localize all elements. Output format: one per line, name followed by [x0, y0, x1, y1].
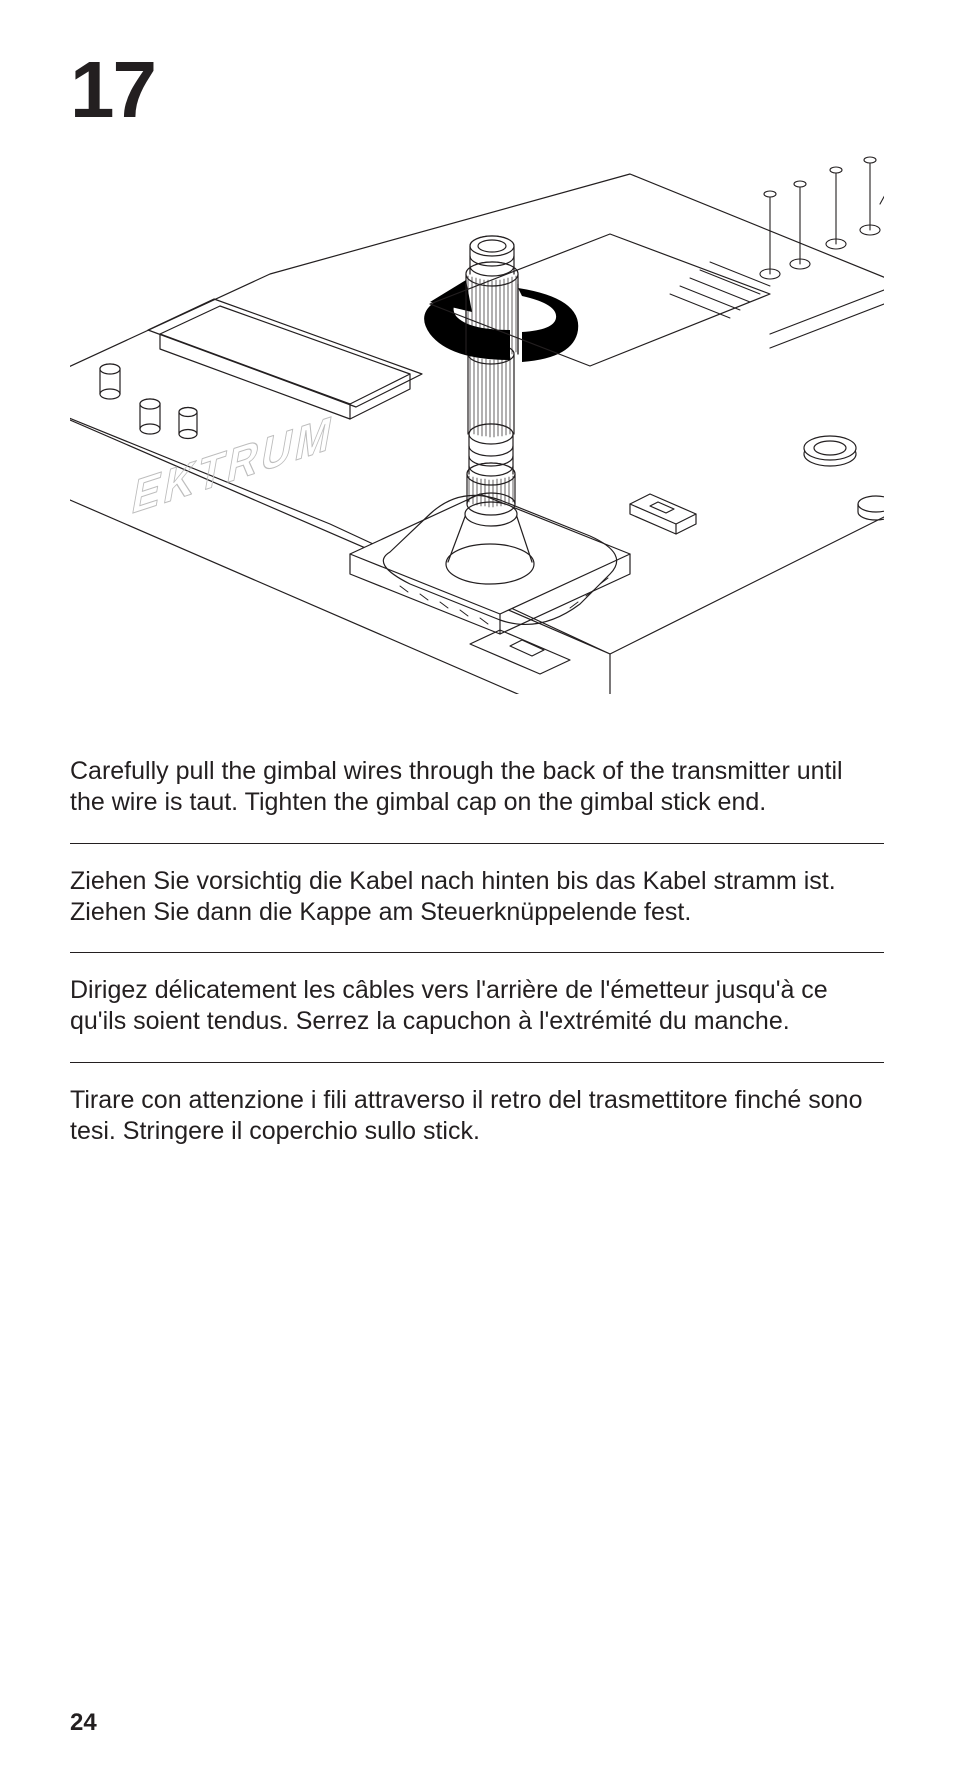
instruction-list: Carefully pull the gimbal wires through … — [70, 734, 884, 1171]
page-number: 24 — [70, 1709, 97, 1737]
manual-page: 17 — [0, 0, 954, 1777]
instruction-de: Ziehen Sie vorsichtig die Kabel nach hin… — [70, 844, 884, 954]
instruction-en: Carefully pull the gimbal wires through … — [70, 734, 884, 844]
instruction-fr: Dirigez délicatement les câbles vers l'a… — [70, 953, 884, 1063]
step-illustration: EKTRUM — [70, 134, 884, 694]
instruction-it: Tirare con attenzione i fili attraverso … — [70, 1063, 884, 1172]
step-number: 17 — [70, 50, 884, 130]
